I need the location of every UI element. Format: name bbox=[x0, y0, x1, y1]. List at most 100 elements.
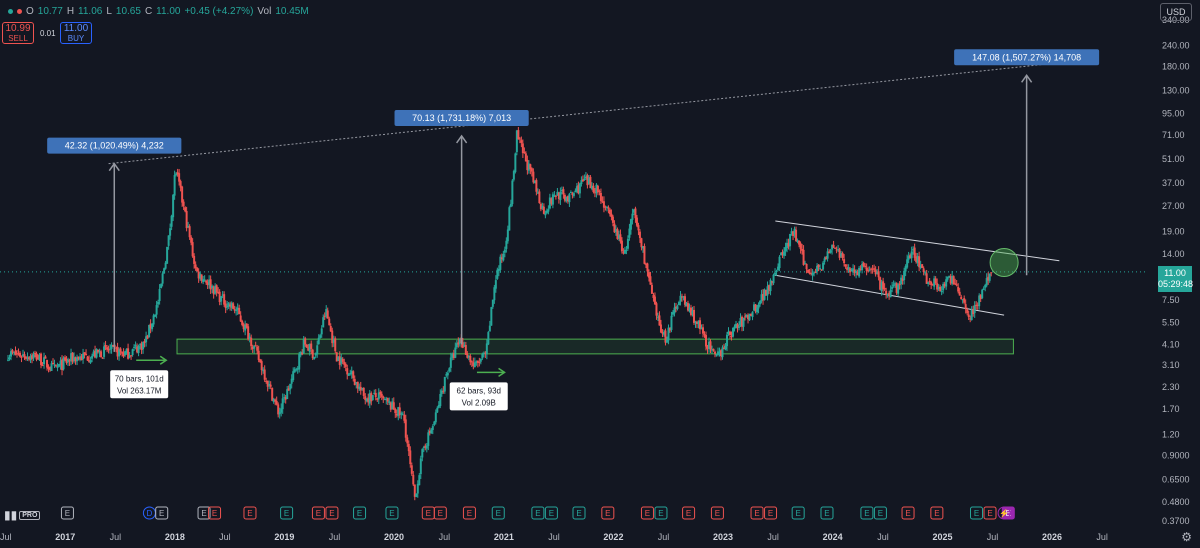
candle-body bbox=[569, 192, 572, 194]
candle-body bbox=[906, 259, 909, 268]
candle-body bbox=[208, 279, 211, 286]
candle-body bbox=[680, 296, 683, 298]
candle-body bbox=[760, 294, 763, 302]
candle-body bbox=[332, 339, 335, 343]
tradingview-logo[interactable]: ▮▮ PRO bbox=[4, 508, 41, 522]
candle-body bbox=[846, 267, 849, 270]
x-tick-label: Jul bbox=[987, 532, 999, 542]
candle-body bbox=[807, 269, 810, 273]
candle-body bbox=[865, 267, 868, 271]
candle-body bbox=[946, 277, 949, 280]
candle-body bbox=[942, 284, 945, 291]
candle-body bbox=[388, 401, 391, 404]
earnings-marker-label: E bbox=[576, 509, 581, 518]
candle-body bbox=[182, 201, 185, 206]
candle-body bbox=[379, 391, 382, 395]
candle-body bbox=[637, 225, 640, 231]
candle-body bbox=[407, 443, 410, 452]
currency-selector[interactable]: USD bbox=[1160, 3, 1192, 21]
candle-body bbox=[783, 251, 786, 256]
candle-body bbox=[969, 318, 972, 320]
candle-body bbox=[604, 206, 607, 208]
measure-arrow-head bbox=[1021, 73, 1033, 83]
candle-body bbox=[822, 262, 825, 270]
candle-body bbox=[347, 373, 350, 376]
candle-body bbox=[563, 194, 566, 201]
candle-body bbox=[311, 349, 314, 359]
candle-body bbox=[464, 345, 467, 355]
candle-body bbox=[40, 353, 43, 365]
candle-body bbox=[376, 398, 379, 400]
candle-body bbox=[487, 332, 490, 345]
candle-body bbox=[412, 474, 415, 485]
earnings-marker-label: E bbox=[389, 509, 394, 518]
status-dot-icon bbox=[8, 9, 13, 14]
candle-body bbox=[29, 356, 32, 360]
earnings-marker bbox=[572, 506, 586, 520]
candle-body bbox=[901, 278, 904, 281]
candle-body bbox=[949, 276, 952, 284]
candle-body bbox=[469, 355, 472, 363]
candle-body bbox=[380, 393, 383, 397]
candle-body bbox=[328, 318, 331, 326]
candle-body bbox=[299, 351, 302, 356]
earnings-marker bbox=[544, 506, 558, 520]
candle-body bbox=[922, 268, 925, 272]
candle-body bbox=[224, 303, 227, 309]
candle-body bbox=[329, 325, 332, 332]
candle-body bbox=[344, 364, 347, 367]
range-label-bars: 70 bars, 101d bbox=[115, 374, 164, 383]
earnings-marker-label: E bbox=[212, 509, 217, 518]
candle-body bbox=[551, 194, 554, 205]
candle-body bbox=[646, 263, 649, 272]
candle-body bbox=[346, 368, 349, 375]
candle-body bbox=[478, 361, 481, 363]
candle-body bbox=[530, 168, 533, 172]
candle-body bbox=[244, 324, 247, 331]
candle-body bbox=[461, 342, 464, 348]
candle-body bbox=[28, 357, 31, 360]
candle-body bbox=[313, 356, 316, 360]
buy-button[interactable]: 11.00 BUY bbox=[60, 22, 92, 44]
candle-body bbox=[458, 338, 461, 344]
candle-body bbox=[31, 355, 34, 359]
earnings-marker bbox=[873, 506, 887, 520]
candle-body bbox=[505, 240, 508, 249]
candle-body bbox=[982, 288, 985, 290]
candle-body bbox=[931, 284, 934, 286]
x-tick-label: 2026 bbox=[1042, 532, 1062, 542]
candle-body bbox=[179, 181, 182, 188]
candle-body bbox=[337, 356, 340, 361]
sell-button[interactable]: 10.99 SELL bbox=[2, 22, 34, 44]
candle-body bbox=[455, 343, 458, 348]
earnings-marker bbox=[930, 506, 944, 520]
candle-body bbox=[873, 268, 876, 270]
candle-body bbox=[518, 138, 521, 140]
x-tick-label: 2022 bbox=[603, 532, 623, 542]
candle-body bbox=[542, 206, 545, 214]
candle-body bbox=[538, 191, 541, 204]
candle-body bbox=[181, 186, 184, 203]
settings-icon[interactable]: ⚙ bbox=[1181, 530, 1192, 544]
candle-body bbox=[175, 173, 178, 176]
candle-body bbox=[928, 280, 931, 283]
candle-body bbox=[232, 303, 235, 309]
candle-body bbox=[924, 272, 927, 274]
candle-body bbox=[419, 458, 422, 475]
y-tick-label: 340.00 bbox=[1162, 15, 1190, 25]
candle-body bbox=[253, 345, 256, 349]
candle-body bbox=[653, 296, 656, 305]
candle-body bbox=[789, 234, 792, 247]
candle-body bbox=[257, 350, 260, 360]
candle-body bbox=[762, 293, 765, 301]
candle-body bbox=[433, 421, 436, 425]
candle-body bbox=[392, 402, 395, 410]
candle-body bbox=[925, 273, 928, 284]
candle-body bbox=[587, 178, 590, 185]
candle-body bbox=[131, 349, 134, 356]
candle-body bbox=[452, 353, 455, 358]
candle-body bbox=[104, 345, 107, 347]
candle-body bbox=[990, 272, 993, 274]
candle-body bbox=[436, 407, 439, 413]
